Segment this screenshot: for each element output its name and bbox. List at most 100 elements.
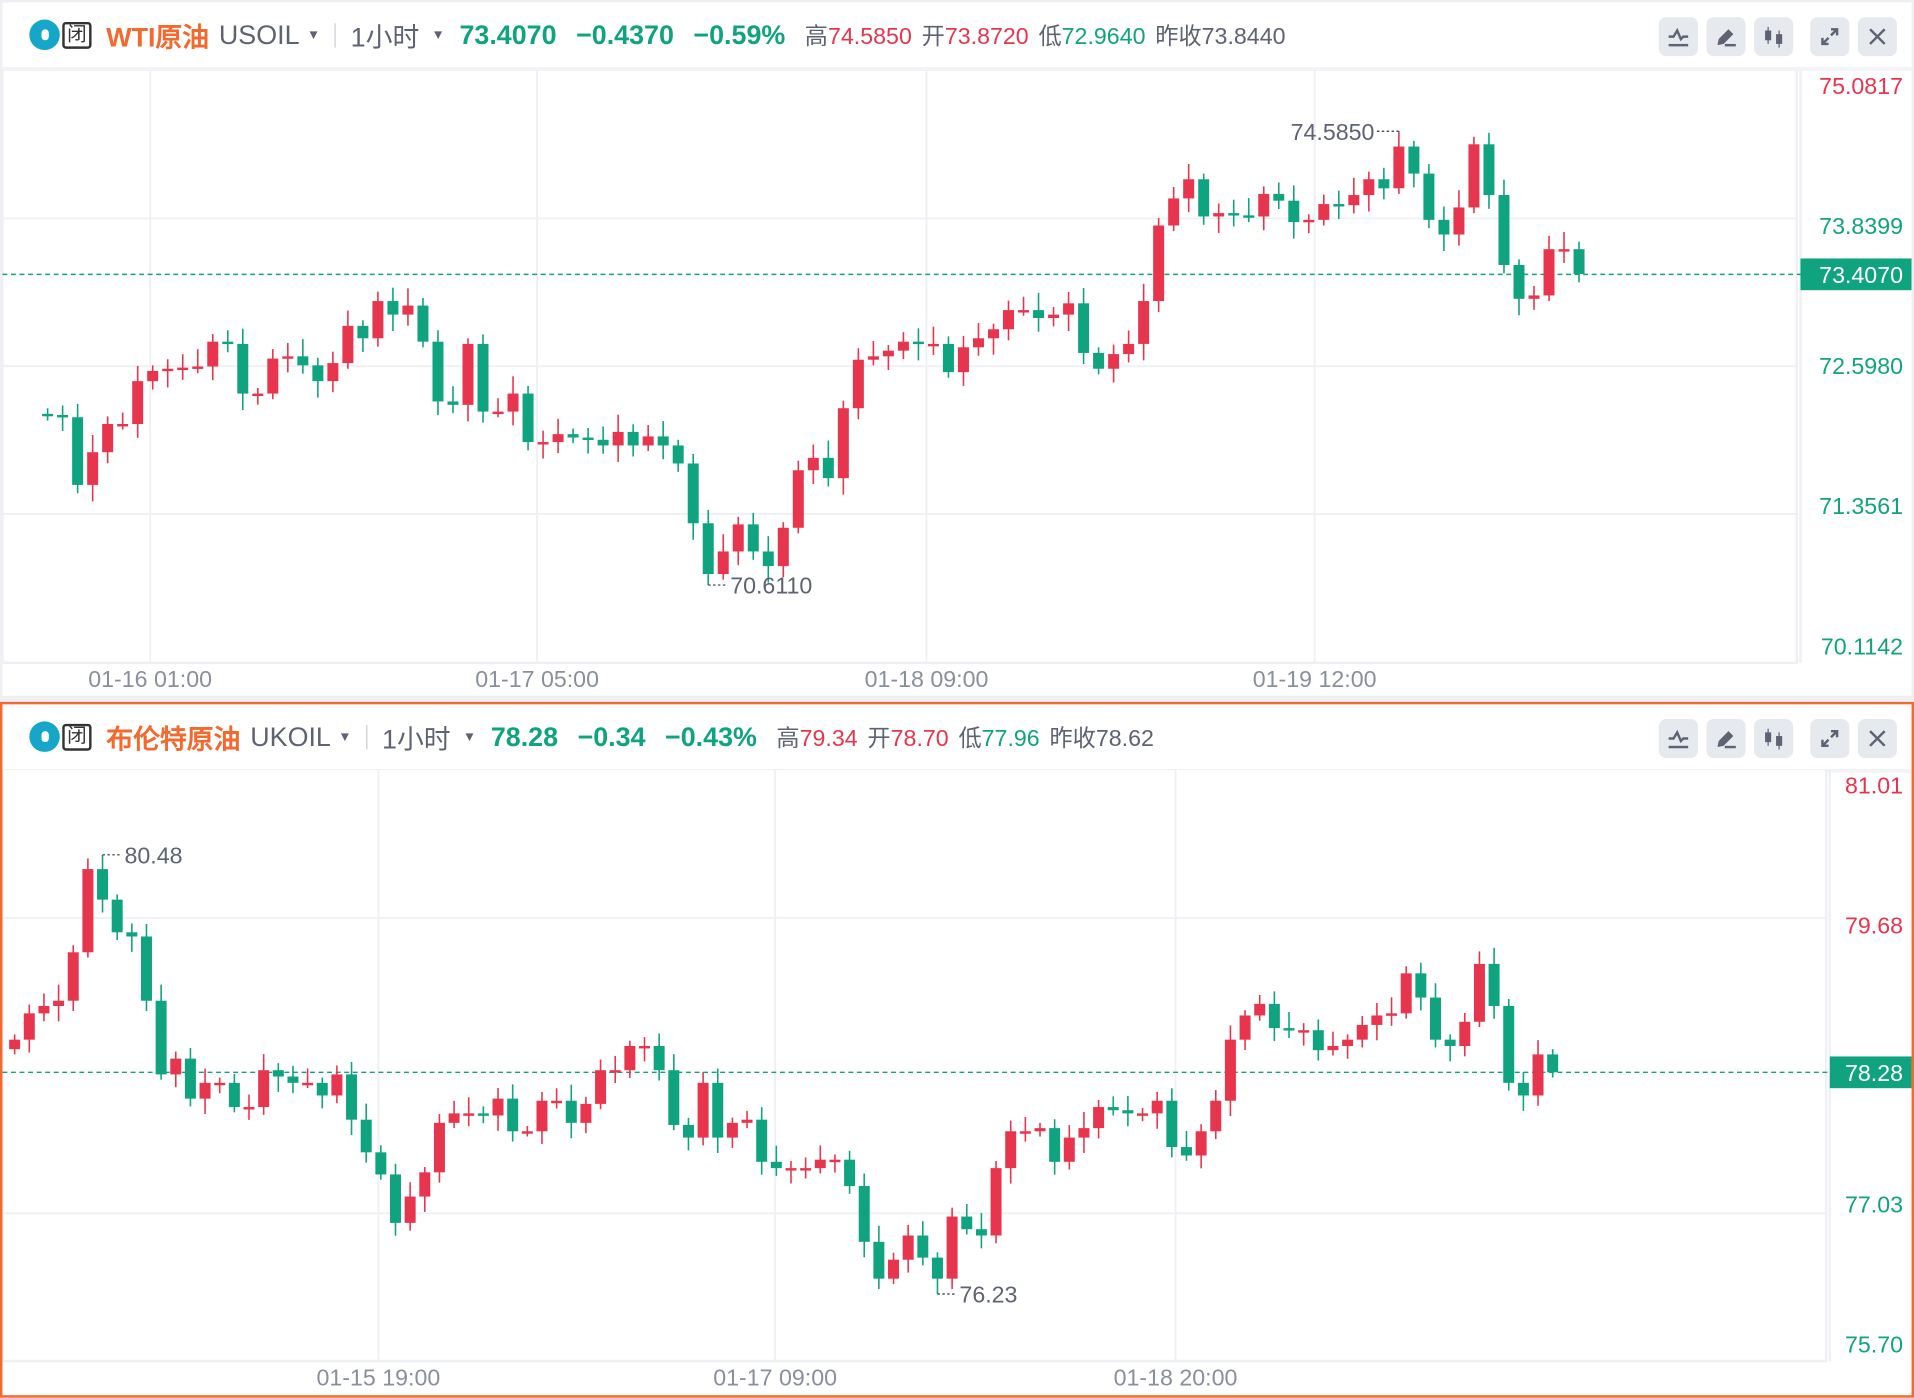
candle-body <box>961 1216 973 1230</box>
candle-body <box>214 1082 226 1086</box>
candle-body <box>1453 207 1465 235</box>
candle-body <box>1195 1131 1207 1156</box>
close-button[interactable] <box>1857 718 1897 759</box>
candle-body <box>1558 249 1570 252</box>
candle <box>302 1068 314 1089</box>
candle <box>1108 344 1120 383</box>
candle-body <box>551 1100 563 1104</box>
candle <box>1213 203 1225 233</box>
candle-body <box>653 1045 665 1071</box>
candle <box>1513 259 1525 316</box>
wti-chart-panel[interactable]: 闭 WTI原油 USOIL ▼ 1小时 ▼ 73.4070 −0.4370 −0… <box>0 0 1914 699</box>
candle-body <box>1151 1100 1163 1114</box>
candle <box>873 1225 885 1289</box>
expand-button[interactable] <box>1810 17 1850 57</box>
candle <box>463 1097 475 1127</box>
candle <box>132 365 144 438</box>
candle-body <box>1430 997 1441 1040</box>
candle-body <box>1153 225 1165 302</box>
symbol-dropdown-icon[interactable]: ▼ <box>338 729 352 744</box>
chart-type-button[interactable] <box>1754 17 1794 57</box>
candle <box>807 444 819 485</box>
price-chart[interactable]: 75.0817 73.8399 72.5980 71.3561 70.1142 01-16… <box>2 69 1912 699</box>
candle-body <box>858 1186 870 1242</box>
period-select[interactable]: 1小时 <box>382 723 451 754</box>
candle-body <box>642 436 654 446</box>
candle-body <box>237 343 249 394</box>
candle-body <box>822 457 834 479</box>
candle <box>942 336 954 378</box>
candle-body <box>1543 249 1555 296</box>
candle <box>9 1034 21 1055</box>
candle <box>237 328 249 411</box>
candle-body <box>837 408 849 479</box>
candle-body <box>1423 173 1435 220</box>
candle <box>1423 164 1435 229</box>
period-select[interactable]: 1小时 <box>350 21 420 52</box>
candle-body <box>762 551 774 567</box>
candle <box>117 412 129 430</box>
high-label: 高 <box>776 726 800 752</box>
candle <box>1473 951 1485 1028</box>
candle <box>902 1224 914 1273</box>
candle <box>1342 1034 1354 1059</box>
period-dropdown-icon[interactable]: ▼ <box>462 729 477 744</box>
close-button[interactable] <box>1857 17 1897 57</box>
candle <box>1283 1011 1295 1038</box>
price-chart[interactable]: 81.01 79.68 77.03 75.70 01-15 19:00 01-17 09:… <box>2 769 1912 1394</box>
instrument-symbol[interactable]: USOIL <box>218 18 300 50</box>
candle-body <box>814 1159 826 1169</box>
candle <box>882 345 894 371</box>
candle <box>627 424 639 457</box>
expand-button[interactable] <box>1810 718 1850 759</box>
candle-body <box>1003 310 1015 330</box>
candle-body <box>1239 1015 1251 1040</box>
symbol-dropdown-icon[interactable]: ▼ <box>306 27 321 43</box>
current-price-label: 78.28 <box>1845 1060 1903 1086</box>
chart-type-button[interactable] <box>1754 718 1794 759</box>
low-label: 低 <box>1038 24 1062 51</box>
candle-body <box>267 358 279 394</box>
candle <box>1273 182 1285 210</box>
candle <box>1033 292 1045 332</box>
indicator-button[interactable] <box>1658 718 1698 759</box>
candle-body <box>867 356 879 360</box>
candle <box>687 453 699 540</box>
candle-body <box>302 1082 314 1086</box>
candle <box>1180 1130 1192 1161</box>
candle <box>1268 991 1280 1041</box>
candle <box>762 536 774 583</box>
candle <box>1444 1034 1456 1062</box>
candle <box>404 1182 416 1231</box>
period-dropdown-icon[interactable]: ▼ <box>431 27 445 43</box>
candle <box>448 1100 460 1129</box>
candle <box>697 1072 709 1146</box>
candle-body <box>609 1070 621 1073</box>
instrument-symbol[interactable]: UKOIL <box>250 720 331 752</box>
brent-chart-panel[interactable]: 闭 布伦特原油 UKOIL ▼ 1小时 ▼ 78.28 −0.34 −0.43%… <box>0 701 1914 1398</box>
candle-body <box>897 341 909 351</box>
candle-body <box>1288 200 1300 223</box>
candle <box>1288 185 1300 239</box>
candle <box>1137 1108 1149 1122</box>
instrument-name[interactable]: 布伦特原油 <box>106 723 241 754</box>
candle <box>1093 1099 1105 1139</box>
candle <box>327 351 339 393</box>
candle <box>1048 307 1060 327</box>
candle <box>521 1126 533 1137</box>
candle-body <box>222 341 234 345</box>
candle-body <box>1063 1137 1075 1162</box>
indicator-button[interactable] <box>1658 17 1698 57</box>
candle-body <box>1468 144 1480 208</box>
candle-body <box>1318 204 1330 220</box>
candle <box>1453 190 1465 246</box>
candle <box>1363 171 1375 212</box>
open-value: 78.70 <box>890 726 949 752</box>
instrument-name[interactable]: WTI原油 <box>106 21 210 52</box>
candle <box>1371 1002 1383 1041</box>
draw-button[interactable] <box>1706 718 1746 759</box>
candle-body <box>312 365 324 382</box>
draw-button[interactable] <box>1706 17 1746 57</box>
prev-close-value: 78.62 <box>1095 726 1154 752</box>
candle-body <box>1444 1039 1456 1046</box>
